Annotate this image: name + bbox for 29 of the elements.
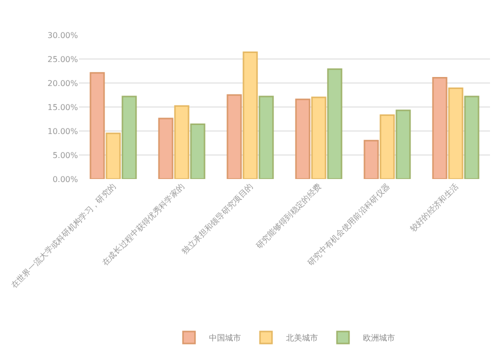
bar — [464, 96, 480, 179]
bar — [90, 72, 105, 179]
y-tick-label: 30.00% — [47, 30, 78, 40]
bar — [258, 96, 274, 179]
bar — [448, 88, 464, 179]
bar — [380, 114, 395, 179]
bar — [242, 52, 258, 179]
x-tick-label: 较好的经济和生活 — [408, 182, 460, 234]
legend-label: 北美城市 — [286, 334, 318, 343]
bar — [311, 96, 326, 179]
legend-label: 欧洲城市 — [363, 334, 395, 343]
bar — [190, 124, 206, 179]
y-tick-label: 20.00% — [47, 78, 78, 88]
bar — [106, 132, 121, 179]
y-tick-label: 0.00% — [52, 174, 78, 184]
bar — [158, 118, 174, 179]
bar — [295, 98, 310, 179]
bar — [327, 68, 342, 179]
bar — [396, 110, 411, 179]
bar — [122, 96, 137, 179]
y-tick-label: 10.00% — [47, 126, 78, 136]
bar — [364, 140, 379, 179]
y-tick-label: 5.00% — [52, 150, 78, 160]
legend-label: 中国城市 — [209, 334, 241, 343]
bar — [226, 94, 242, 179]
bar — [174, 105, 190, 179]
y-tick-label: 15.00% — [47, 102, 78, 112]
bar — [432, 76, 448, 179]
y-tick-label: 25.00% — [47, 54, 78, 64]
